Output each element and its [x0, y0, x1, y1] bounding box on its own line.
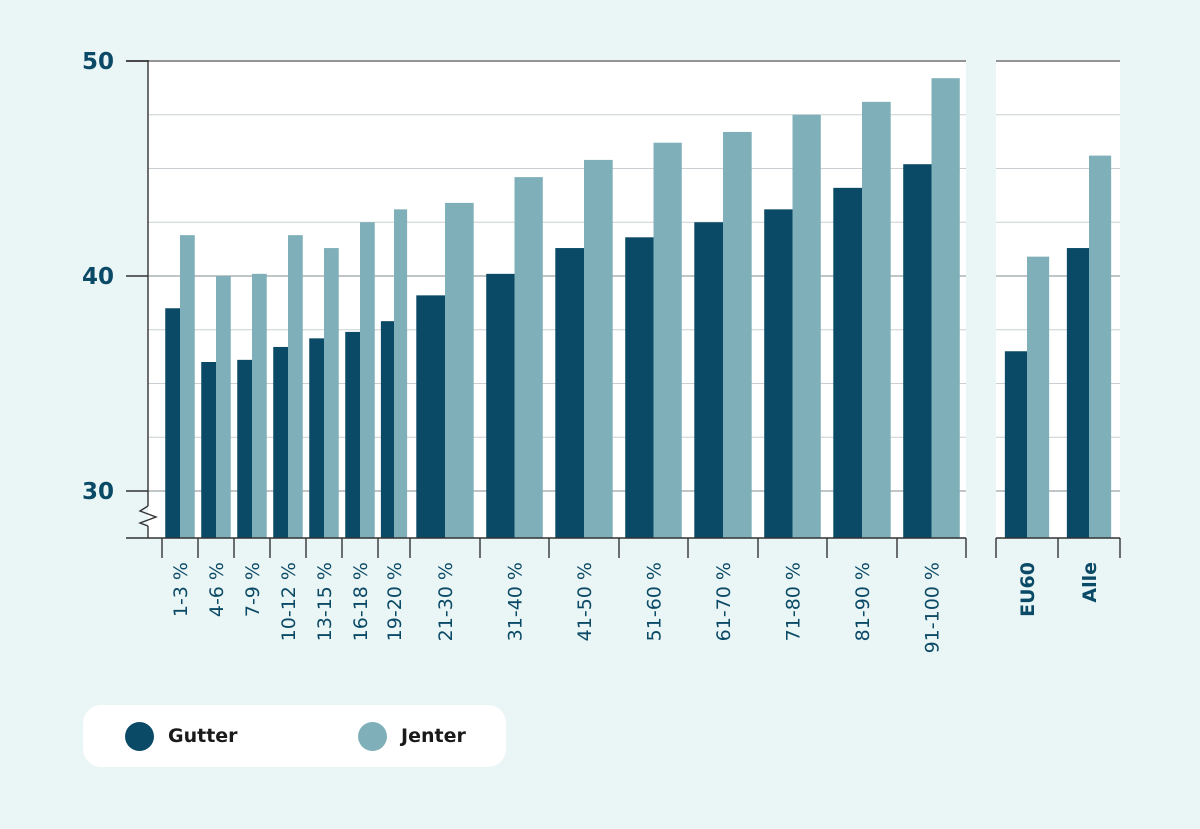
- bar-jenter-51-60: [653, 142, 682, 538]
- bar-jenter-10-12: [288, 235, 303, 538]
- axes: [126, 60, 1121, 558]
- legend-item-jenter: Jenter: [358, 705, 466, 767]
- bar-gutter-13-15: [309, 338, 324, 538]
- bar-gutter-16-18: [345, 331, 360, 538]
- bar-jenter-41-50: [584, 159, 613, 538]
- x-tick-label-7-9: 7-9 %: [242, 562, 264, 617]
- bar-jenter-Alle: [1089, 155, 1112, 538]
- bar-gutter-41-50: [555, 248, 584, 539]
- bar-gutter-61-70: [694, 222, 723, 538]
- bar-jenter-61-70: [723, 131, 752, 538]
- y-tick-label-50: 50: [82, 49, 114, 75]
- legend-swatch-jenter: [358, 721, 387, 751]
- x-tick-label-51-60: 51-60 %: [644, 562, 666, 641]
- bar-jenter-31-40: [514, 177, 543, 538]
- bar-jenter-19-20: [394, 209, 408, 538]
- legend-item-gutter: Gutter: [125, 705, 238, 767]
- x-tick-label-41-50: 41-50 %: [574, 562, 596, 641]
- bar-gutter-Alle: [1066, 248, 1089, 539]
- bar-gutter-91-100: [903, 164, 932, 538]
- legend-label-gutter: Gutter: [168, 725, 238, 747]
- y-tick-label-40: 40: [82, 264, 114, 290]
- x-tick-label-19-20: 19-20 %: [384, 562, 406, 641]
- bar-gutter-81-90: [833, 187, 862, 538]
- bar-jenter-16-18: [360, 222, 375, 538]
- x-tick-label-Alle: Alle: [1079, 562, 1101, 603]
- x-tick-label-61-70: 61-70 %: [713, 562, 735, 641]
- bar-jenter-81-90: [862, 101, 891, 538]
- x-tick-label-16-18: 16-18 %: [350, 562, 372, 641]
- bar-gutter-10-12: [273, 346, 288, 538]
- x-tick-label-31-40: 31-40 %: [505, 562, 527, 641]
- bar-gutter-1-3: [165, 308, 180, 538]
- x-tick-label-4-6: 4-6 %: [206, 562, 228, 617]
- x-tick-label-1-3: 1-3 %: [170, 562, 192, 617]
- bar-jenter-4-6: [216, 276, 231, 538]
- bar-gutter-21-30: [416, 295, 445, 538]
- x-tick-label-81-90: 81-90 %: [852, 562, 874, 641]
- bar-jenter-13-15: [324, 248, 339, 539]
- bar-jenter-1-3: [180, 235, 195, 538]
- bar-jenter-91-100: [931, 78, 960, 538]
- bar-gutter-EU60: [1004, 351, 1027, 538]
- bar-gutter-19-20: [380, 321, 394, 538]
- x-tick-label-71-80: 71-80 %: [783, 562, 805, 641]
- legend-swatch-gutter: [125, 721, 154, 751]
- bar-jenter-21-30: [445, 202, 474, 538]
- x-tick-label-10-12: 10-12 %: [278, 562, 300, 641]
- axis-break-icon: [138, 505, 158, 527]
- bar-jenter-71-80: [792, 114, 821, 538]
- x-tick-label-91-100: 91-100 %: [922, 562, 944, 653]
- x-tick-labels: 1-3 % 4-6 % 7-9 % 10-12 % 13-15 % 16-18 % 19-2…: [170, 562, 1101, 653]
- legend-label-jenter: Jenter: [401, 725, 466, 747]
- y-tick-label-30: 30: [82, 479, 114, 505]
- bar-jenter-EU60: [1027, 256, 1050, 538]
- bar-gutter-51-60: [625, 237, 654, 539]
- x-tick-label-EU60: EU60: [1017, 562, 1039, 617]
- bar-gutter-7-9: [237, 359, 252, 538]
- y-tick-labels: 30 40 50: [82, 49, 114, 505]
- bar-gutter-71-80: [764, 209, 793, 538]
- bar-jenter-7-9: [252, 273, 267, 538]
- bar-gutter-31-40: [486, 273, 515, 538]
- legend: Gutter Jenter: [83, 705, 506, 767]
- bars: [165, 78, 1112, 539]
- bar-gutter-4-6: [201, 362, 216, 538]
- x-tick-label-13-15: 13-15 %: [314, 562, 336, 641]
- x-tick-label-21-30: 21-30 %: [435, 562, 457, 641]
